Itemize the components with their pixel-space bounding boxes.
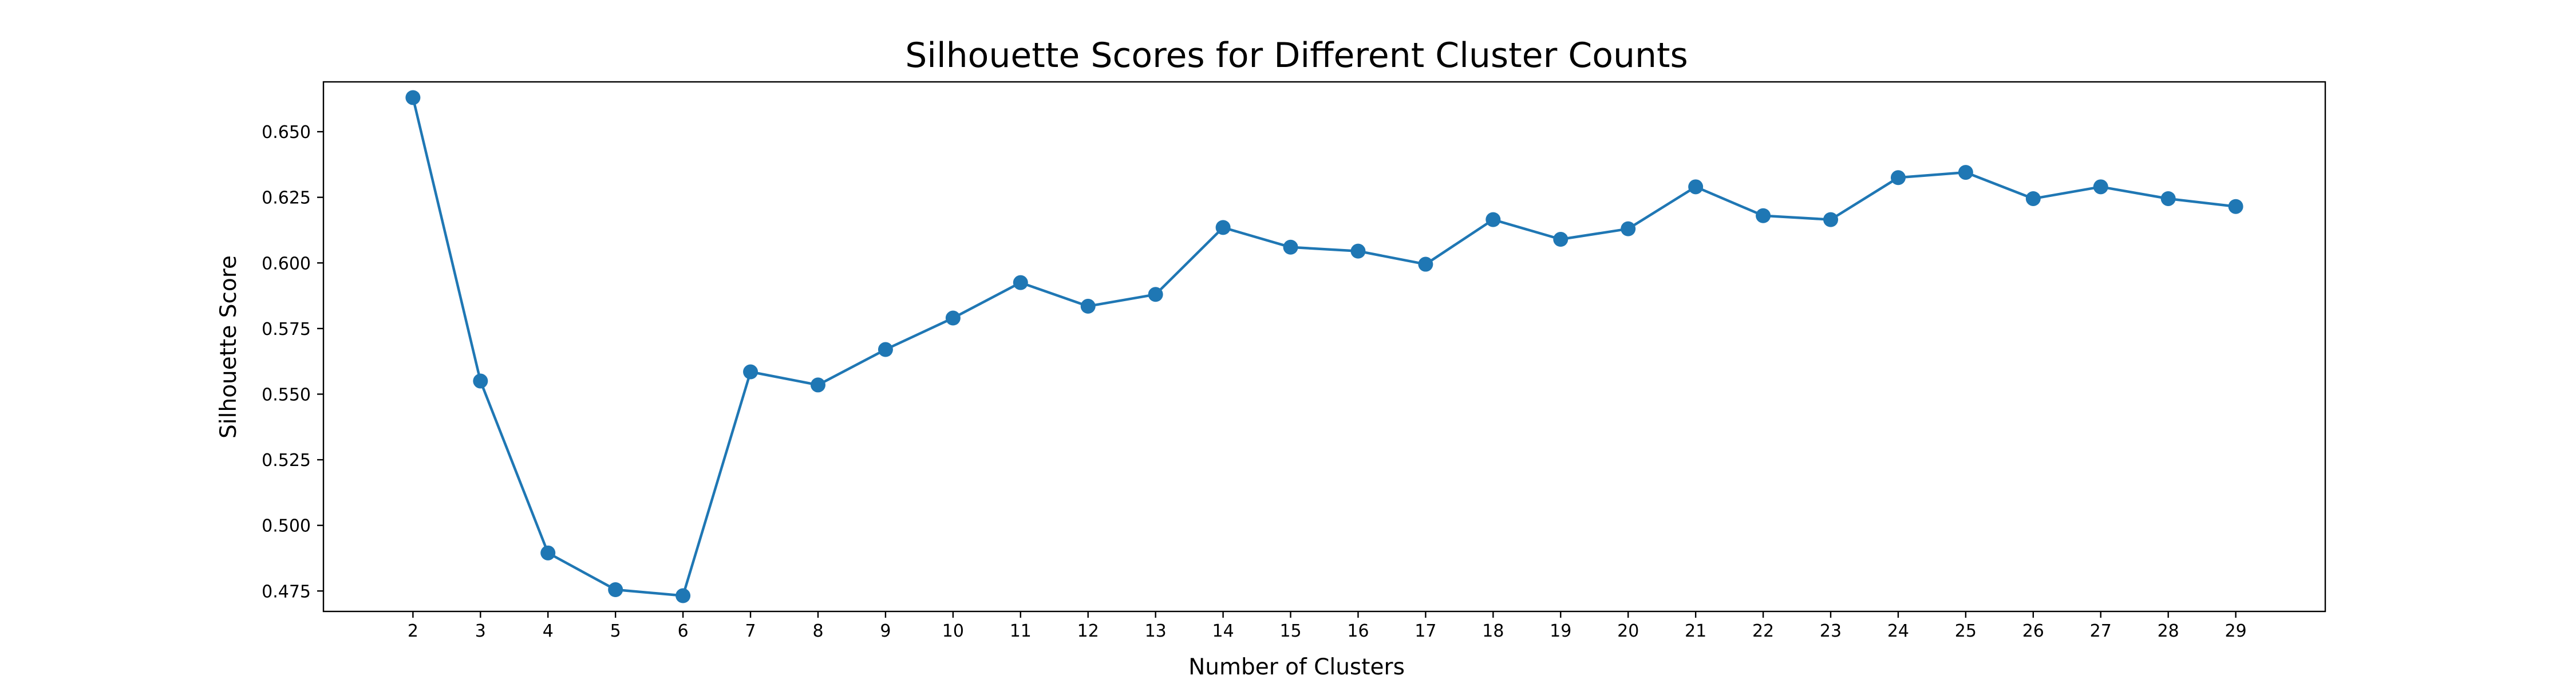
data-point-marker [1756,208,1771,223]
data-point-marker [1688,179,1704,195]
plot-frame [322,81,2326,613]
data-point-marker [2093,179,2108,195]
x-tick-label: 8 [812,621,823,641]
x-tick-label: 22 [1752,621,1774,641]
x-tick-label: 9 [880,621,891,641]
data-point-marker [1350,243,1366,259]
data-point-marker [675,588,691,603]
x-tick-label: 20 [1617,621,1639,641]
data-point-marker [878,342,893,357]
y-tick-label: 0.525 [262,451,311,471]
x-tick-label: 19 [1550,621,1571,641]
chart-title: Silhouette Scores for Different Cluster … [905,35,1688,76]
x-tick-label: 7 [745,621,756,641]
x-tick-label: 28 [2158,621,2179,641]
data-point-marker [608,582,623,597]
x-tick-label: 13 [1145,621,1167,641]
y-axis-label: Silhouette Score [216,255,242,439]
y-tick-label: 0.625 [262,188,311,208]
y-tick-label: 0.650 [262,123,311,143]
x-tick-label: 17 [1415,621,1436,641]
x-tick-label: 27 [2090,621,2112,641]
data-point-marker [1823,212,1839,227]
x-tick-label: 18 [1482,621,1504,641]
x-tick-label: 21 [1685,621,1706,641]
data-point-marker [1013,275,1028,290]
x-tick-label: 10 [942,621,964,641]
data-point-marker [1890,170,1906,185]
data-point-marker [1958,165,1973,180]
data-point-marker [2228,199,2243,214]
x-tick-label: 3 [475,621,486,641]
data-point-marker [1418,256,1433,272]
x-tick-label: 5 [610,621,621,641]
data-point-marker [405,90,421,105]
y-tick-label: 0.500 [262,516,311,536]
data-point-marker [473,373,488,389]
x-tick-label: 16 [1347,621,1369,641]
data-point-marker [1621,221,1636,236]
x-tick-label: 24 [1887,621,1909,641]
data-point-marker [743,364,758,380]
x-tick-label: 23 [1820,621,1842,641]
x-tick-label: 14 [1212,621,1234,641]
plot-area: 2 3 4 5 6 7 8 9 10 11 12 13 14 15 16 17 18 19 20 21 22 23 24 25… [262,81,2326,641]
y-tick-label: 0.475 [262,582,311,602]
x-tick-label: 12 [1077,621,1099,641]
x-tick-label: 4 [543,621,554,641]
data-point-marker [1080,298,1096,314]
data-point-marker [1283,239,1298,255]
data-point-marker [2025,191,2041,206]
x-tick-label: 6 [678,621,689,641]
x-tick-label: 25 [1955,621,1977,641]
y-tick-label: 0.550 [262,385,311,405]
data-point-marker [540,545,556,560]
x-tick-label: 15 [1279,621,1301,641]
y-tick-label: 0.600 [262,254,311,274]
data-point-marker [1485,212,1501,227]
data-point-marker [810,377,825,393]
data-point-marker [1148,287,1163,302]
data-point-marker [1553,232,1568,247]
y-tick-label: 0.575 [262,319,311,339]
x-tick-label: 29 [2225,621,2247,641]
x-tick-label: 2 [408,621,418,641]
x-tick-label: 26 [2022,621,2044,641]
data-point-marker [1215,220,1231,235]
data-point-marker [945,310,961,326]
data-point-marker [2160,191,2176,206]
x-tick-label: 11 [1010,621,1032,641]
x-axis-label: Number of Clusters [1188,654,1405,680]
series-line [411,96,2238,597]
